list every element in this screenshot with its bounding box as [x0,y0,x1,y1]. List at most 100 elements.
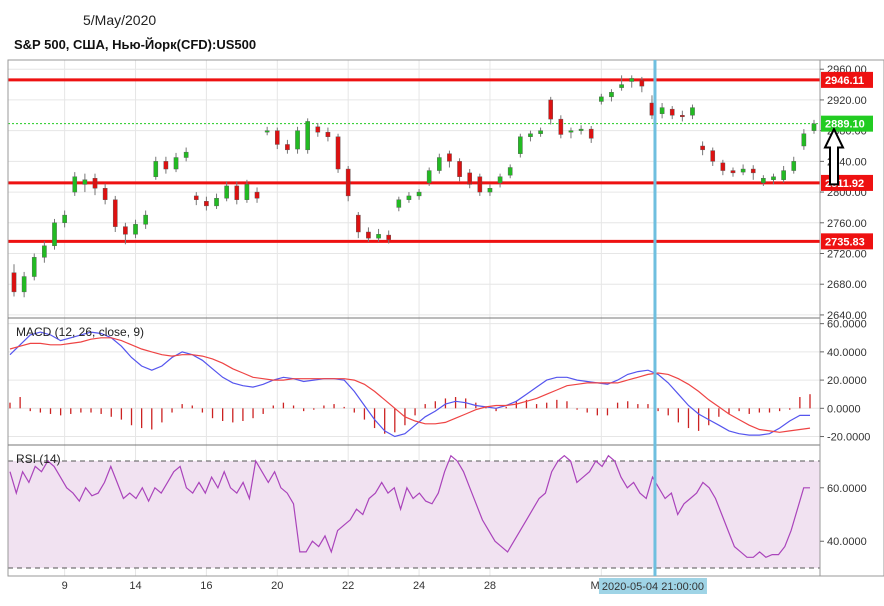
candle-body [234,185,240,200]
candle-body [72,176,78,193]
candle-body [568,130,574,133]
y-tick-label: 2920.00 [827,95,867,107]
candle-body [123,226,128,235]
candle-body [264,130,270,133]
candle-body [437,157,442,171]
macd-pane [9,331,811,438]
candle-body [659,107,665,114]
candle-body [244,184,250,200]
candle-body [386,234,391,240]
level-price-label: 2946.11 [825,75,864,87]
up-arrow-annotation [823,126,845,186]
cursor-time-badge [598,578,707,594]
candle-body [153,161,159,177]
macd-signal-line [9,337,811,433]
candle-body [497,176,503,184]
level-price-label: 2735.83 [825,236,865,248]
candle-body [669,108,675,116]
candle-body [315,126,321,133]
candle-body [457,161,462,177]
candle-body [31,257,37,277]
candle-body [325,131,331,137]
macd-title: MACD (12, 26, close, 9) [16,325,144,339]
candle-body [578,128,584,131]
candle-body [781,170,786,180]
candle-body [21,276,27,293]
candle-body [102,188,108,200]
y-tick-label: 2680.00 [827,279,867,291]
y-tick-label: 0.0000 [827,403,861,415]
candle-body [254,191,260,199]
candle-body [588,128,594,139]
candle-body [224,185,229,199]
cursor-time-label: 2020-05-04 21:00:00 [602,581,704,593]
candle-body [700,145,705,151]
x-tick-label: 28 [484,580,496,592]
candle-body [214,198,219,207]
rsi-line [9,454,810,558]
candle-body [204,201,209,207]
x-tick-label: 20 [271,580,283,592]
candle-body [42,245,47,258]
y-tick-label: 40.0000 [827,347,867,359]
current-price-label: 2889.10 [825,119,865,131]
y-tick-label: 2640.00 [827,310,867,322]
candle-body [771,176,776,180]
candle-body [183,151,189,158]
candle-body [52,222,57,247]
candle-body [173,157,179,170]
x-tick-label: 14 [129,580,141,592]
y-tick-label: 2720.00 [827,249,867,261]
candle-body [791,161,797,171]
candle-body [730,170,736,174]
level-price-badge [821,71,873,88]
x-tick-label: 22 [342,580,354,592]
chart-title: S&P 500, США, Нью-Йорк(CFD):US500 [14,37,257,52]
candle-body [740,168,746,173]
level-price-badge [821,233,873,250]
y-tick-label: 40.0000 [827,536,867,548]
candle-body [406,195,412,200]
x-tick-label: 16 [200,580,212,592]
rsi-title: RSI (14) [16,452,61,466]
candle-body [285,144,290,151]
candle-body [649,102,655,116]
candle-body [305,121,310,151]
candle-body [376,234,381,239]
candle-body [335,136,341,170]
x-tick-label: 9 [62,580,68,592]
candle-body [467,172,472,185]
candle-body [416,191,422,197]
price-pane [11,75,817,298]
macd-line [9,331,810,438]
rsi-pane [8,454,820,569]
candle-body [477,176,483,193]
candle-body [11,272,17,293]
candle-body [548,99,554,120]
candle-body [750,168,756,174]
y-tick-label: 60.0000 [827,319,867,331]
candle-body [143,214,148,225]
candle-body [538,130,543,134]
candle-body [133,224,138,235]
candle-body [112,199,118,227]
rsi-band [8,461,820,568]
candle-body [193,195,199,200]
candle-body [274,130,280,145]
candle-body [720,162,726,171]
y-tick-label: 20.0000 [827,375,867,387]
candle-body [680,115,685,118]
candle-body [629,78,635,82]
candle-body [345,168,351,197]
candle-body [801,133,807,147]
y-tick-label: 2760.00 [827,218,867,230]
candle-body [639,79,645,87]
candle-body [295,130,300,150]
candle-body [599,96,604,102]
candle-body [163,161,169,170]
candle-body [619,84,624,88]
candle-body [710,150,716,162]
candle-body [507,167,513,176]
